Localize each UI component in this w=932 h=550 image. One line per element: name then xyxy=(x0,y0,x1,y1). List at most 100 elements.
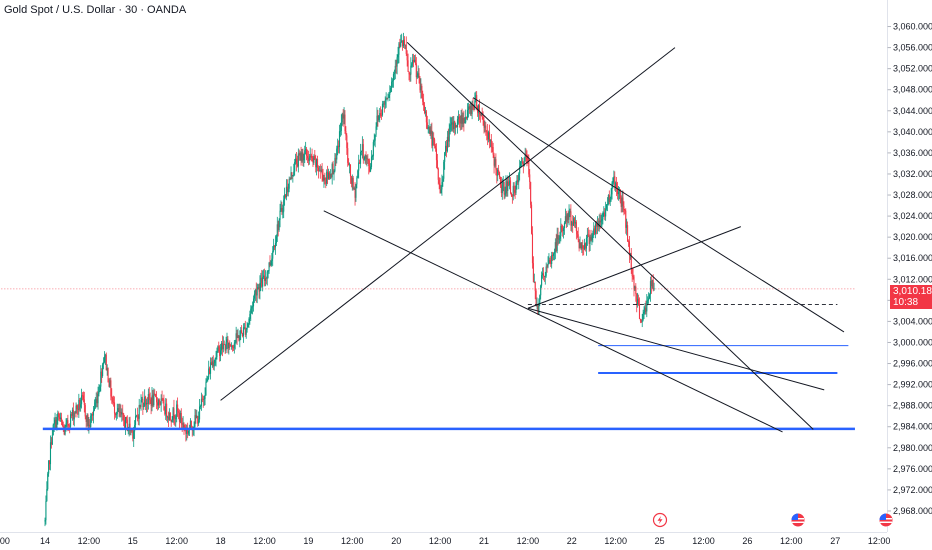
candle-body xyxy=(465,116,467,123)
candle-body xyxy=(520,161,522,167)
candle-body xyxy=(562,229,564,231)
time-tick-label: 12:00 xyxy=(692,536,715,546)
candle-body xyxy=(598,220,600,227)
candle-body xyxy=(295,158,298,164)
candle-body xyxy=(306,155,309,159)
candle-body xyxy=(263,275,265,278)
candle-body xyxy=(356,177,358,185)
candle-body xyxy=(141,398,143,401)
candle-body xyxy=(329,173,331,179)
candle-body xyxy=(434,139,436,146)
candle-body xyxy=(593,228,595,234)
us-flag-event-icon[interactable] xyxy=(791,513,805,527)
candle-body xyxy=(423,101,425,106)
candle-body xyxy=(533,281,535,283)
time-axis[interactable]: 2:00 14 12:00 15 12:00 18 12:00 19 12:00 20 12:00 2… xyxy=(0,532,891,547)
us-flag-event-icon[interactable] xyxy=(879,513,893,527)
candle-body xyxy=(552,255,554,256)
candle-body xyxy=(604,212,606,217)
candle-body xyxy=(627,225,629,242)
candle-body xyxy=(336,148,338,160)
candle-body xyxy=(408,71,410,75)
candle-body xyxy=(382,103,384,105)
candle-body xyxy=(583,248,585,250)
candle-body xyxy=(418,73,420,79)
candle-body xyxy=(348,162,350,166)
candle-body xyxy=(585,237,587,249)
candle-body xyxy=(435,148,437,161)
price-tick-label: 3,004.000 xyxy=(893,316,932,326)
candle-body xyxy=(249,314,251,319)
candle-body xyxy=(110,380,112,397)
candle-body xyxy=(515,182,517,193)
candle-body xyxy=(424,111,427,113)
candle-body xyxy=(218,346,220,348)
candle-body xyxy=(379,113,381,117)
candle-body xyxy=(564,216,566,223)
candle-body xyxy=(160,398,162,405)
candle-body xyxy=(266,271,268,279)
candle-body xyxy=(427,127,429,130)
candle-body xyxy=(60,417,63,422)
candle-body xyxy=(573,218,575,226)
candle-body xyxy=(112,397,114,403)
candle-body xyxy=(108,382,110,387)
candle-body xyxy=(322,174,324,181)
candle-body xyxy=(349,164,351,166)
time-tick-label: 12:00 xyxy=(868,536,891,546)
candle-body xyxy=(651,280,653,287)
candle-body xyxy=(307,158,309,161)
candle-body xyxy=(152,395,154,406)
candle-body xyxy=(373,140,375,143)
candle-body xyxy=(288,178,290,189)
candle-body xyxy=(496,169,498,176)
candle-body xyxy=(534,281,536,291)
time-tick-label: 12:00 xyxy=(341,536,364,546)
candle-body xyxy=(554,242,556,253)
candle-body xyxy=(128,423,130,429)
candle-body xyxy=(498,170,500,173)
candle-body xyxy=(381,115,383,116)
lightning-event-icon[interactable] xyxy=(652,512,668,528)
candle-body xyxy=(178,412,180,422)
candle-body xyxy=(326,171,328,184)
candle-body xyxy=(68,425,70,427)
candle-body xyxy=(321,169,323,175)
candle-body xyxy=(85,416,87,422)
candle-body xyxy=(119,411,121,413)
candle-body xyxy=(240,330,242,336)
candle-body xyxy=(402,39,405,47)
candle-body xyxy=(45,501,47,521)
candle-body xyxy=(362,144,364,160)
candle-body xyxy=(400,42,402,47)
candle-body xyxy=(498,172,501,178)
candle-body xyxy=(590,236,592,241)
candle-body xyxy=(293,171,295,176)
candle-body xyxy=(527,159,529,161)
bar-countdown: 10:38 xyxy=(893,297,919,308)
candle-body xyxy=(203,398,205,400)
candle-body xyxy=(242,327,245,337)
candle-body xyxy=(460,115,462,124)
candle-body xyxy=(208,368,210,378)
candle-body xyxy=(412,59,414,64)
candle-body xyxy=(102,362,105,365)
candle-body xyxy=(142,398,144,408)
candle-body xyxy=(381,103,384,116)
candle-body xyxy=(650,281,652,287)
candle-body xyxy=(556,234,558,251)
candle-body xyxy=(113,402,115,403)
candle-body xyxy=(420,85,422,91)
candle-body xyxy=(631,268,633,276)
candle-body xyxy=(607,194,609,205)
candle-body xyxy=(528,160,530,175)
candle-body xyxy=(168,412,170,420)
candle-body xyxy=(186,430,188,434)
candle-body xyxy=(454,121,456,128)
candle-body xyxy=(491,146,493,148)
candle-body xyxy=(642,313,644,320)
candle-body xyxy=(439,183,441,194)
price-axis[interactable]: 3,060.000 3,056.000 3,052.000 3,048.000 3,04… xyxy=(887,0,932,532)
candle-body xyxy=(470,105,472,114)
